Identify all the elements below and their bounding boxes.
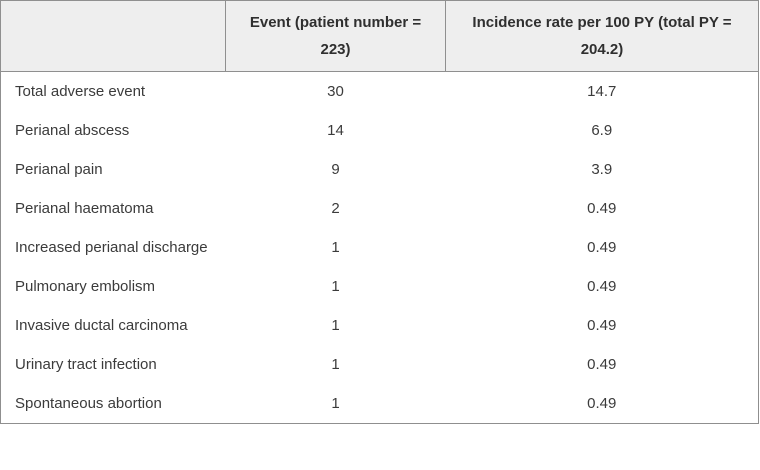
cell-event-count: 9 bbox=[225, 150, 446, 189]
cell-incidence-rate: 0.49 bbox=[445, 228, 759, 267]
cell-incidence-rate: 0.49 bbox=[445, 267, 759, 306]
cell-event-count: 1 bbox=[225, 228, 446, 267]
table-row: Urinary tract infection 1 0.49 bbox=[0, 345, 759, 384]
table-row: Perianal abscess 14 6.9 bbox=[0, 111, 759, 150]
cell-event-count: 2 bbox=[225, 189, 446, 228]
header-cell-event-count: Event (patient number = 223) bbox=[225, 0, 446, 72]
cell-event-count: 1 bbox=[225, 267, 446, 306]
cell-event-name: Total adverse event bbox=[0, 71, 226, 111]
cell-event-name: Increased perianal discharge bbox=[0, 228, 226, 267]
cell-event-count: 1 bbox=[225, 306, 446, 345]
cell-event-name: Urinary tract infection bbox=[0, 345, 226, 384]
table-row: Increased perianal discharge 1 0.49 bbox=[0, 228, 759, 267]
cell-event-count: 1 bbox=[225, 345, 446, 384]
cell-event-count: 1 bbox=[225, 384, 446, 424]
header-event-line2: 223) bbox=[320, 41, 351, 58]
table-row: Perianal pain 9 3.9 bbox=[0, 150, 759, 189]
header-cell-incidence-rate: Incidence rate per 100 PY (total PY = 20… bbox=[445, 0, 759, 72]
header-row: Event (patient number = 223) Incidence r… bbox=[0, 0, 759, 72]
cell-event-count: 14 bbox=[225, 111, 446, 150]
header-event-line1: Event (patient number = bbox=[249, 14, 422, 31]
table-row: Perianal haematoma 2 0.49 bbox=[0, 189, 759, 228]
cell-event-name: Pulmonary embolism bbox=[0, 267, 226, 306]
header-cell-empty bbox=[0, 0, 226, 72]
cell-incidence-rate: 3.9 bbox=[445, 150, 759, 189]
cell-event-name: Perianal haematoma bbox=[0, 189, 226, 228]
cell-incidence-rate: 0.49 bbox=[445, 345, 759, 384]
cell-incidence-rate: 6.9 bbox=[445, 111, 759, 150]
table-row: Spontaneous abortion 1 0.49 bbox=[0, 384, 759, 424]
table-row: Pulmonary embolism 1 0.49 bbox=[0, 267, 759, 306]
table-row: Total adverse event 30 14.7 bbox=[0, 71, 759, 111]
cell-event-name: Perianal abscess bbox=[0, 111, 226, 150]
cell-incidence-rate: 0.49 bbox=[445, 189, 759, 228]
cell-event-count: 30 bbox=[225, 71, 446, 111]
header-incidence-line2: 204.2) bbox=[580, 41, 624, 58]
cell-event-name: Perianal pain bbox=[0, 150, 226, 189]
header-incidence-line1: Incidence rate per 100 PY (total PY = bbox=[472, 14, 732, 31]
adverse-events-table: Event (patient number = 223) Incidence r… bbox=[0, 0, 759, 424]
table-row: Invasive ductal carcinoma 1 0.49 bbox=[0, 306, 759, 345]
cell-event-name: Spontaneous abortion bbox=[0, 384, 226, 424]
cell-event-name: Invasive ductal carcinoma bbox=[0, 306, 226, 345]
cell-incidence-rate: 0.49 bbox=[445, 384, 759, 424]
cell-incidence-rate: 14.7 bbox=[445, 71, 759, 111]
cell-incidence-rate: 0.49 bbox=[445, 306, 759, 345]
